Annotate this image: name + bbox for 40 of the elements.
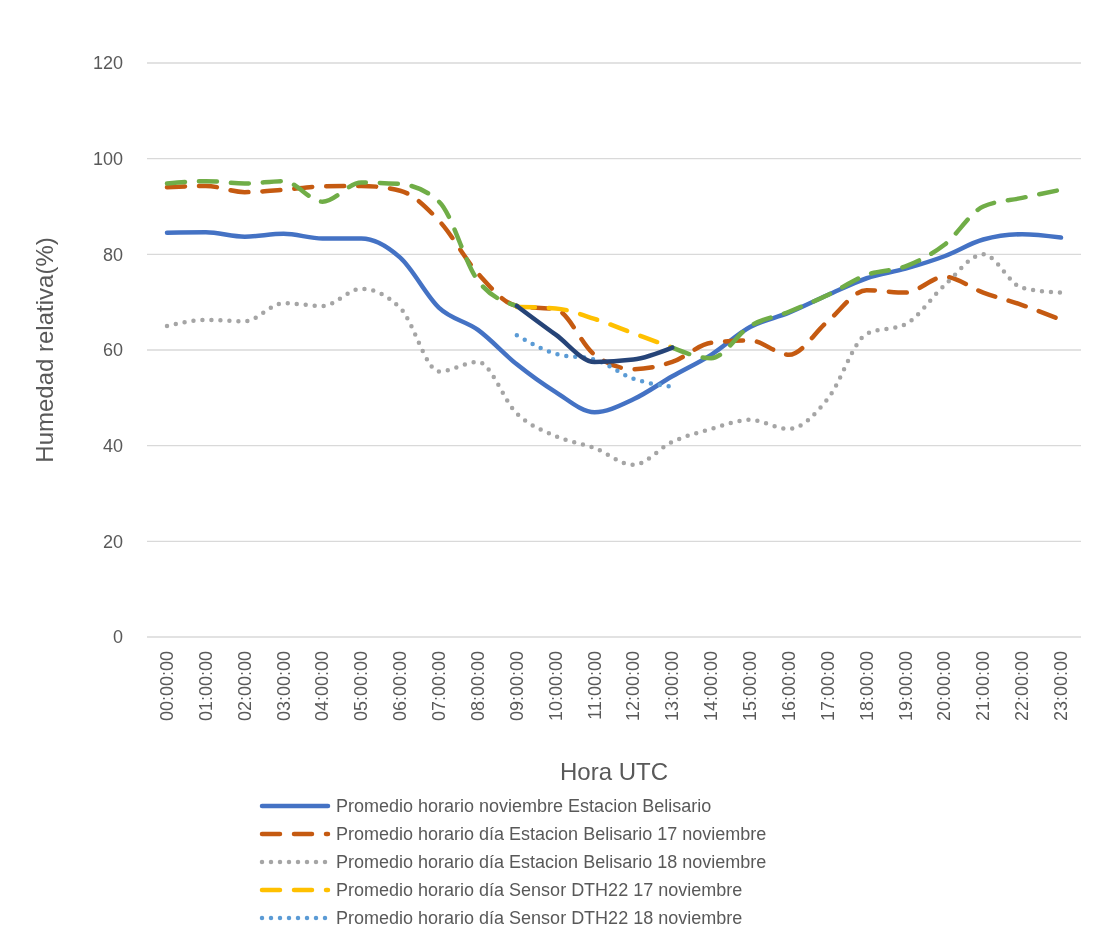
legend-label: Promedio horario día Estacion Belisario 17 noviembre	[336, 824, 767, 845]
legend-label: Promedio horario día Sensor DTH22 18 noviembre	[336, 908, 743, 929]
x-tick-label: 06:00:00	[390, 651, 411, 722]
y-tick-label: 20	[102, 531, 123, 552]
x-tick-label: 22:00:00	[1012, 651, 1033, 722]
y-tick-label: 80	[102, 244, 123, 265]
x-tick-label: 12:00:00	[623, 651, 644, 722]
y-tick-label: 0	[112, 627, 123, 648]
y-axis-title: Humedad relativa(%)	[31, 237, 58, 463]
x-tick-label: 15:00:00	[740, 651, 761, 722]
x-tick-label: 01:00:00	[195, 651, 216, 722]
x-tick-label: 13:00:00	[662, 651, 683, 722]
x-tick-label: 05:00:00	[351, 651, 372, 722]
y-tick-label: 120	[92, 53, 123, 74]
legend-label: Promedio horario noviembre Estacion Belisario	[336, 796, 712, 817]
x-tick-label: 02:00:00	[234, 651, 255, 722]
x-axis-title: Hora UTC	[559, 758, 669, 785]
x-tick-label: 11:00:00	[584, 651, 605, 720]
x-tick-label: 23:00:00	[1051, 651, 1071, 722]
x-tick-label: 08:00:00	[467, 651, 488, 722]
x-tick-label: 00:00:00	[157, 651, 177, 722]
y-tick-label: 100	[92, 148, 123, 169]
x-tick-label: 04:00:00	[312, 651, 333, 722]
x-tick-label: 20:00:00	[934, 651, 955, 722]
x-tick-label: 21:00:00	[973, 651, 994, 722]
legend-label: Promedio horario día Sensor DTH22 17 noviembre	[336, 880, 743, 901]
x-tick-label: 17:00:00	[817, 651, 838, 722]
line-series	[514, 303, 675, 365]
x-tick-label: 10:00:00	[545, 651, 566, 722]
x-tick-label: 18:00:00	[856, 651, 877, 722]
x-tick-label: 03:00:00	[273, 651, 294, 722]
legend-label: Promedio horario día Estacion Belisario 18 noviembre	[336, 852, 767, 873]
y-tick-label: 40	[102, 435, 123, 456]
y-tick-label: 60	[102, 340, 123, 361]
x-tick-label: 09:00:00	[506, 651, 527, 722]
x-tick-label: 14:00:00	[701, 651, 722, 722]
x-tick-label: 07:00:00	[429, 651, 450, 722]
x-tick-label: 16:00:00	[778, 651, 799, 722]
x-tick-label: 19:00:00	[895, 651, 916, 722]
line-series	[164, 252, 1064, 468]
